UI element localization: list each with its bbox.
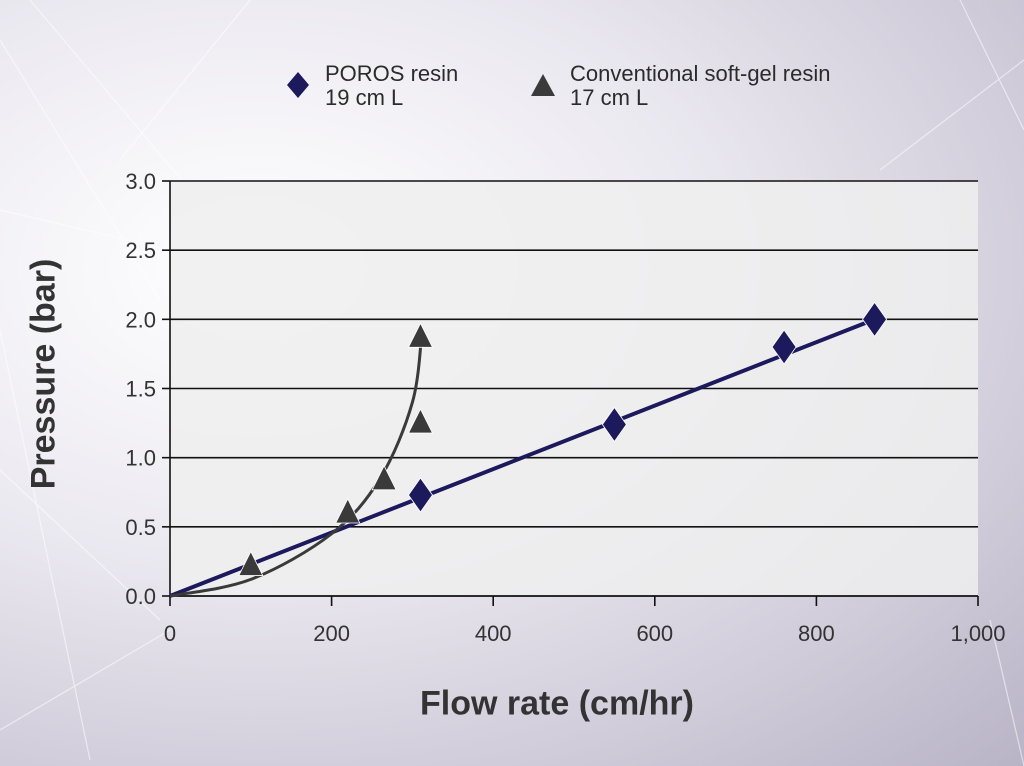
y-axis-title: Pressure (bar) xyxy=(24,258,63,490)
tick-labels: 0.0 0.5 1.0 1.5 2.0 2.5 3.0 0 200 400 600 800 1,000 xyxy=(125,169,1005,646)
y-tick-label: 1.0 xyxy=(125,446,156,471)
data-point-triangle xyxy=(407,408,434,434)
fit-line-poros xyxy=(169,317,876,598)
x-axis-title: Flow rate (cm/hr) xyxy=(420,684,694,723)
legend-series-name: POROS resin xyxy=(325,61,459,86)
diamond-icon xyxy=(287,72,309,98)
data-point-diamond xyxy=(862,301,888,338)
legend-item-poros: POROS resin 19 cm L xyxy=(283,62,458,110)
data-point-diamond xyxy=(601,406,627,443)
data-point-triangle xyxy=(371,464,397,491)
triangle-icon xyxy=(531,74,555,96)
data-point-triangle xyxy=(335,498,361,524)
data-points xyxy=(238,301,888,576)
y-tick-label: 2.5 xyxy=(125,238,156,263)
x-tick-label: 200 xyxy=(313,621,350,646)
data-point-triangle xyxy=(238,550,264,576)
x-tick-label: 1,000 xyxy=(950,621,1005,646)
y-tick-label: 0.5 xyxy=(125,515,156,540)
data-point-diamond xyxy=(771,329,797,365)
x-tick-label: 600 xyxy=(636,621,673,646)
legend-item-conventional: Conventional soft-gel resin 17 cm L xyxy=(528,62,830,110)
y-tick-label: 1.5 xyxy=(125,377,156,402)
x-tick-label: 0 xyxy=(164,621,176,646)
legend-series-detail: 17 cm L xyxy=(570,85,649,110)
fit-curve-conventional xyxy=(169,330,424,598)
axes xyxy=(162,180,979,606)
fit-lines xyxy=(169,317,876,598)
data-point-triangle xyxy=(407,322,434,348)
x-tick-label: 400 xyxy=(475,621,512,646)
data-point-diamond xyxy=(407,477,433,513)
y-tick-label: 0.0 xyxy=(125,584,156,609)
legend-label-conventional: Conventional soft-gel resin 17 cm L xyxy=(570,62,830,110)
legend-label-poros: POROS resin 19 cm L xyxy=(325,62,458,110)
y-tick-label: 3.0 xyxy=(125,169,156,194)
y-tick-label: 2.0 xyxy=(125,307,156,332)
legend-series-name: Conventional soft-gel resin xyxy=(570,61,831,86)
legend-series-detail: 19 cm L xyxy=(325,85,404,110)
x-tick-label: 800 xyxy=(798,621,835,646)
